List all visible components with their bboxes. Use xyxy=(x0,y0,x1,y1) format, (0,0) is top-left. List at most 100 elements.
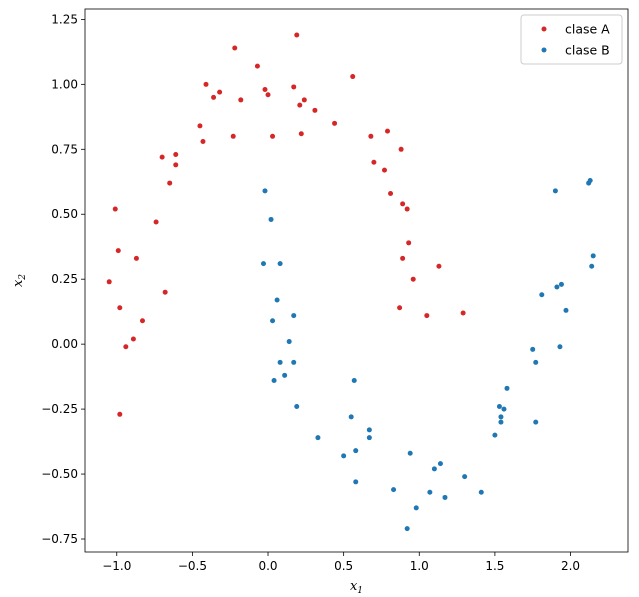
point-clase-b xyxy=(530,346,536,352)
point-clase-a xyxy=(133,255,139,261)
point-clase-b xyxy=(286,339,292,345)
legend-marker-clase-a xyxy=(541,26,547,32)
point-clase-b xyxy=(315,435,321,441)
point-clase-b xyxy=(462,474,468,480)
point-clase-a xyxy=(159,154,165,160)
y-tick-label: 0.00 xyxy=(51,337,78,351)
point-clase-a xyxy=(117,411,123,417)
point-clase-b xyxy=(496,404,502,410)
legend-label-clase-a: clase A xyxy=(565,22,610,37)
point-clase-a xyxy=(153,219,159,225)
point-clase-a xyxy=(297,102,303,108)
point-clase-a xyxy=(130,336,136,342)
point-clase-b xyxy=(351,378,357,384)
point-clase-a xyxy=(217,89,223,95)
x-axis: −1.0 −0.5 0.0 0.5 1.0 1.5 2.0 xyxy=(102,552,580,573)
point-clase-a xyxy=(385,128,391,134)
point-clase-a xyxy=(301,97,307,103)
point-clase-a xyxy=(332,120,338,126)
point-clase-b xyxy=(271,378,277,384)
point-clase-a xyxy=(211,94,217,100)
y-tick-label: 0.50 xyxy=(51,207,78,221)
point-clase-a xyxy=(397,305,403,311)
point-clase-b xyxy=(554,284,560,290)
point-clase-b xyxy=(590,253,596,259)
point-clase-a xyxy=(368,133,374,139)
point-clase-a xyxy=(200,139,206,145)
point-clase-a xyxy=(112,206,118,212)
point-clase-b xyxy=(353,479,359,485)
x-tick-label: 1.0 xyxy=(410,559,429,573)
point-clase-a xyxy=(424,313,430,319)
point-clase-b xyxy=(291,359,297,365)
point-clase-b xyxy=(270,318,276,324)
point-clase-b xyxy=(533,419,539,425)
y-axis-label-sub: 2 xyxy=(18,274,28,281)
point-clase-b xyxy=(563,307,569,313)
point-clase-b xyxy=(291,313,297,319)
point-clase-b xyxy=(260,261,266,267)
legend-box xyxy=(520,14,623,65)
point-clase-b xyxy=(366,427,372,433)
y-tick-label: 1.25 xyxy=(51,12,78,26)
point-clase-b xyxy=(427,489,433,495)
x-axis-label-base: x xyxy=(350,579,358,594)
point-clase-a xyxy=(162,289,168,295)
point-clase-b xyxy=(268,216,274,222)
point-clase-a xyxy=(123,344,129,350)
point-clase-a xyxy=(203,81,209,87)
point-clase-b xyxy=(589,263,595,269)
point-clase-b xyxy=(492,432,498,438)
y-tick-label: 0.25 xyxy=(51,272,78,286)
point-clase-a xyxy=(294,32,300,38)
x-tick-label: 0.5 xyxy=(334,559,353,573)
point-clase-a xyxy=(350,74,356,80)
plot-area xyxy=(106,32,596,532)
point-clase-a xyxy=(238,97,244,103)
point-clase-b xyxy=(539,292,545,298)
point-clase-a xyxy=(197,123,203,129)
point-clase-a xyxy=(173,162,179,168)
point-clase-b xyxy=(587,177,593,183)
point-clase-b xyxy=(552,188,558,194)
point-clase-b xyxy=(353,448,359,454)
point-clase-b xyxy=(478,489,484,495)
point-clase-b xyxy=(501,406,507,412)
point-clase-a xyxy=(371,159,377,165)
point-clase-b xyxy=(404,526,410,532)
point-clase-a xyxy=(400,201,406,207)
x-tick-label: 2.0 xyxy=(561,559,580,573)
point-clase-a xyxy=(406,240,412,246)
point-clase-a xyxy=(167,180,173,186)
point-clase-a xyxy=(117,305,123,311)
point-clase-b xyxy=(558,281,564,287)
point-clase-a xyxy=(106,279,112,285)
point-clase-a xyxy=(291,84,297,90)
point-clase-b xyxy=(262,188,268,194)
y-axis: −0.75 −0.50 −0.25 0.00 0.25 0.50 0.75 1.00 1.25 xyxy=(41,12,85,546)
point-clase-b xyxy=(431,466,437,472)
legend: clase A clase B xyxy=(520,14,623,65)
point-clase-b xyxy=(282,372,288,378)
y-tick-label: 1.00 xyxy=(51,77,78,91)
x-tick-label: −0.5 xyxy=(178,559,207,573)
point-clase-b xyxy=(498,414,504,420)
point-clase-b xyxy=(277,261,283,267)
y-axis-label-base: x xyxy=(11,279,26,287)
point-clase-a xyxy=(312,107,318,113)
x-axis-label: x1 xyxy=(350,579,363,596)
point-clase-a xyxy=(270,133,276,139)
point-clase-b xyxy=(366,435,372,441)
point-clase-b xyxy=(294,404,300,410)
point-clase-b xyxy=(407,450,413,456)
point-clase-a xyxy=(460,310,466,316)
point-clase-a xyxy=(398,146,404,152)
y-axis-label: x2 xyxy=(11,274,28,287)
point-clase-b xyxy=(557,344,563,350)
point-clase-a xyxy=(404,206,410,212)
axes-frame xyxy=(84,8,629,553)
point-clase-b xyxy=(437,461,443,467)
point-clase-a xyxy=(115,248,121,254)
point-clase-b xyxy=(533,359,539,365)
